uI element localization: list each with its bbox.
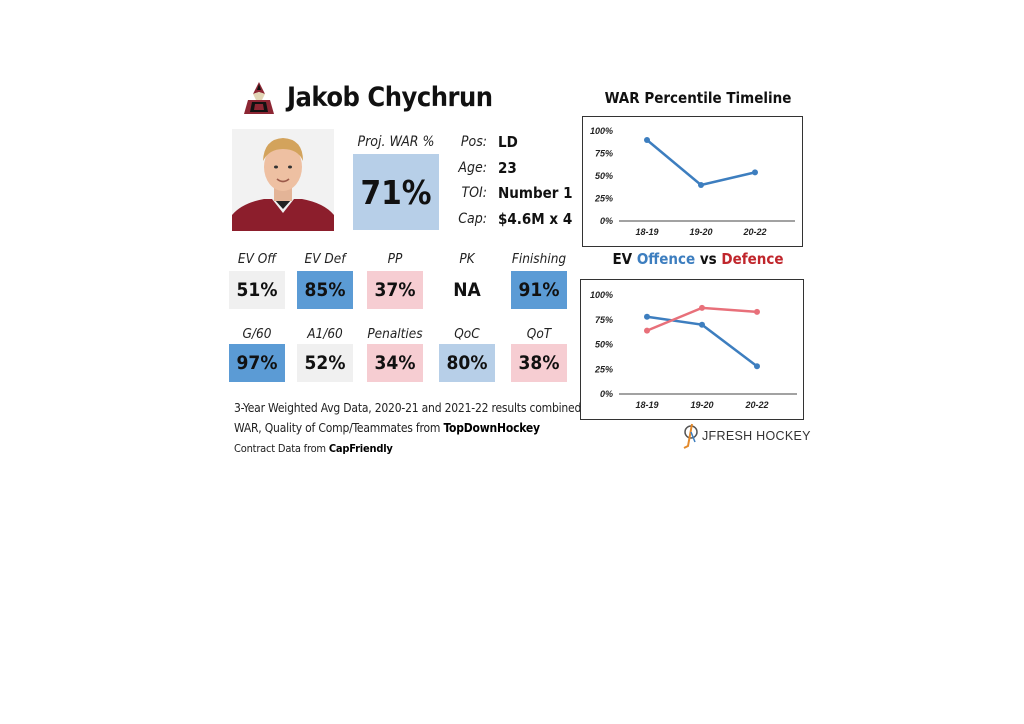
note-contract-prefix: Contract Data from xyxy=(234,442,329,455)
pos-label: Pos: xyxy=(460,134,487,150)
tile-penalties-value: 34% xyxy=(367,344,423,382)
tile-qoc-value: 80% xyxy=(439,344,495,382)
war-timeline-title: WAR Percentile Timeline xyxy=(604,89,792,107)
y-tick-label: 25% xyxy=(594,194,613,204)
toi-value: Number 1 xyxy=(498,184,573,202)
cap-label: Cap: xyxy=(458,211,487,227)
tile-ev-def-value: 85% xyxy=(297,271,353,309)
x-tick-label: 20-22 xyxy=(744,400,768,410)
note-contract-source-name: CapFriendly xyxy=(328,442,393,455)
tile-qoc-label: QoC xyxy=(454,326,480,342)
x-tick-label: 19-20 xyxy=(690,400,713,410)
age-value: 23 xyxy=(498,159,517,177)
war-data-point xyxy=(752,169,758,176)
war-timeline-svg: 0% 25% 50% 75% 100% 18-19 19-20 20-22 xyxy=(590,126,795,237)
y-tick-label: 50% xyxy=(595,340,613,350)
ev-off-def-title: EV Offence vs Defence xyxy=(583,250,813,268)
defence-data-point xyxy=(699,304,705,311)
tile-ev-off-label: EV Off xyxy=(237,251,277,267)
tile-finishing-label: Finishing xyxy=(511,251,567,267)
y-tick-label: 100% xyxy=(590,290,613,300)
note-contract-source: Contract Data from CapFriendly xyxy=(234,442,393,455)
tile-a160-value: 52% xyxy=(297,344,353,382)
player-headshot xyxy=(232,129,334,231)
note-war-source: WAR, Quality of Comp/Teammates from TopD… xyxy=(234,421,540,435)
tile-pk-label: PK xyxy=(459,251,475,267)
note-data-source: 3-Year Weighted Avg Data, 2020-21 and 20… xyxy=(234,401,582,415)
tile-g60-value: 97% xyxy=(229,344,285,382)
x-tick-label: 19-20 xyxy=(689,227,712,237)
brand-logo: JFRESH HOCKEY xyxy=(682,422,811,450)
war-data-point xyxy=(698,182,704,188)
pos-value: LD xyxy=(498,133,518,151)
hockey-stick-icon xyxy=(683,423,698,449)
y-tick-label: 50% xyxy=(595,171,613,181)
note-war-source-name: TopDownHockey xyxy=(443,421,540,435)
tile-finishing-value: 91% xyxy=(511,271,567,309)
tile-qot-value: 38% xyxy=(511,344,567,382)
toi-label: TOI: xyxy=(461,185,487,201)
ev-off-def-svg: 0% 25% 50% 75% 100% 18-19 19-20 20-22 xyxy=(590,290,797,410)
ev-title-offence: Offence xyxy=(636,250,696,268)
tile-pk-value: NA xyxy=(439,271,495,309)
x-tick-label: 18-19 xyxy=(635,400,658,410)
offence-data-point xyxy=(699,321,705,328)
y-tick-label: 0% xyxy=(600,389,613,399)
tile-a160-label: A1/60 xyxy=(307,326,343,342)
tile-g60-label: G/60 xyxy=(242,326,272,342)
offence-data-point xyxy=(754,363,760,370)
war-series-line xyxy=(646,139,756,187)
tile-pp-value: 37% xyxy=(367,271,423,309)
tile-ev-off-value: 51% xyxy=(229,271,285,309)
proj-war-value: 71% xyxy=(353,154,439,230)
tile-pp-label: PP xyxy=(387,251,403,267)
player-name: Jakob Chychrun xyxy=(287,82,493,113)
cap-value: $4.6M x 4 xyxy=(498,210,573,228)
defence-data-point xyxy=(754,308,760,315)
brand-text: JFRESH HOCKEY xyxy=(702,429,811,443)
war-data-point xyxy=(644,137,650,143)
ev-title-defence: Defence xyxy=(721,250,784,268)
defence-data-point xyxy=(644,327,650,334)
tile-qot-label: QoT xyxy=(526,326,552,342)
y-tick-label: 75% xyxy=(595,315,613,325)
age-label: Age: xyxy=(458,160,487,176)
proj-war-label: Proj. WAR % xyxy=(357,134,435,150)
y-tick-label: 75% xyxy=(595,149,613,159)
y-tick-label: 0% xyxy=(600,216,613,226)
team-logo xyxy=(240,80,278,118)
tile-penalties-label: Penalties xyxy=(367,326,423,342)
ev-off-def-chart: 0% 25% 50% 75% 100% 18-19 19-20 20-22 xyxy=(580,279,804,420)
y-tick-label: 100% xyxy=(590,126,613,136)
tile-ev-def-label: EV Def xyxy=(304,251,346,267)
ev-title-prefix: EV xyxy=(612,250,637,268)
x-tick-label: 18-19 xyxy=(635,227,658,237)
x-tick-label: 20-22 xyxy=(742,227,766,237)
ev-title-vs: vs xyxy=(695,250,722,268)
offence-data-point xyxy=(644,313,650,320)
note-war-prefix: WAR, Quality of Comp/Teammates from xyxy=(234,421,444,435)
war-timeline-chart: 0% 25% 50% 75% 100% 18-19 19-20 20-22 xyxy=(582,116,803,247)
y-tick-label: 25% xyxy=(594,364,613,374)
